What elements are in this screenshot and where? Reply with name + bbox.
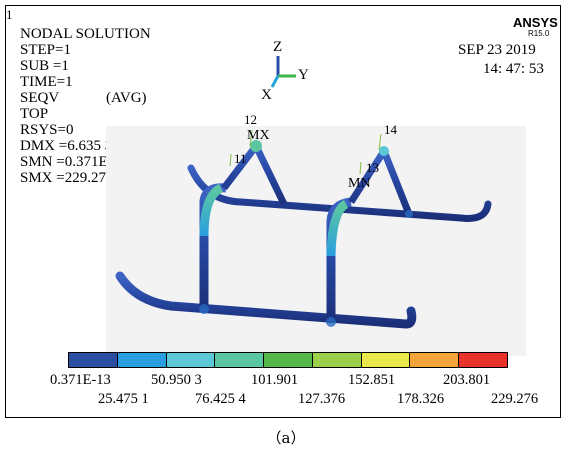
color-legend-bar: [68, 352, 508, 368]
legend-swatch: [117, 353, 167, 367]
plot-date: SEP 23 2019: [458, 42, 536, 58]
ansys-plot-window: 1 NODAL SOLUTION STEP=1 SUB =1 TIME=1 SE…: [5, 5, 561, 418]
info-line-step: STEP=1: [20, 42, 71, 58]
max-label: MX: [247, 128, 270, 143]
triad-icon: [270, 56, 296, 88]
triad-y-label: Y: [298, 67, 309, 83]
info-line-rsys: RSYS=0: [20, 122, 74, 138]
legend-label-bottom: 76.425 4: [195, 391, 246, 407]
legend-swatch: [361, 353, 411, 367]
legend-label-bottom: 229.276: [491, 391, 539, 407]
legend-swatch: [459, 353, 508, 367]
legend-swatch: [69, 353, 118, 367]
triad-x-label: X: [261, 87, 272, 103]
node-13-label: 13: [366, 160, 379, 175]
legend-swatch: [215, 353, 265, 367]
legend-label-top: 152.851: [348, 372, 396, 388]
info-line-smx: SMX =229.276: [20, 170, 114, 186]
min-label: MN: [348, 176, 371, 191]
node-14-label: 14: [384, 122, 397, 137]
legend-swatch: [166, 353, 216, 367]
left-hot-zone: [199, 183, 224, 237]
info-line-seqv: SEQV: [20, 90, 60, 106]
info-line-sub: SUB =1: [20, 58, 69, 74]
legend-swatch: [312, 353, 362, 367]
legend-label-bottom: 178.326: [397, 391, 445, 407]
left-upright: [199, 183, 227, 309]
legend-label-top: 50.950 3: [151, 372, 202, 388]
legend-label-top: 203.801: [443, 372, 491, 388]
plot-time: 14: 47: 53: [483, 61, 544, 77]
info-line-top: TOP: [20, 106, 49, 122]
max-node-marker: [250, 140, 262, 152]
info-line-title: NODAL SOLUTION: [20, 26, 151, 42]
triad-z-label: Z: [273, 39, 283, 55]
front-skid: [115, 271, 417, 329]
legend-swatch: [410, 353, 460, 367]
info-line-time: TIME=1: [20, 74, 73, 90]
frame-structure-render: [106, 126, 526, 356]
legend-label-bottom: 25.475 1: [98, 391, 149, 407]
figure-caption: （a）: [266, 429, 306, 447]
rear-rail: [187, 164, 492, 222]
legend-label-top: 0.371E-13: [50, 372, 111, 388]
info-line-dmx: DMX =6.635 39: [20, 138, 120, 154]
legend-label-bottom: 127.376: [298, 391, 346, 407]
right-hot-zone: [326, 199, 349, 257]
legend-label-top: 101.901: [251, 372, 299, 388]
node-12-label: 12: [244, 112, 257, 127]
legend-swatch: [264, 353, 313, 367]
node-14-marker: [379, 146, 389, 156]
brand-version: R15.0: [528, 29, 550, 38]
window-number: 1: [6, 7, 13, 22]
node-11-label: 11: [234, 151, 247, 166]
info-line-avg: (AVG): [106, 90, 147, 106]
brand-name: ANSYS: [513, 15, 558, 30]
